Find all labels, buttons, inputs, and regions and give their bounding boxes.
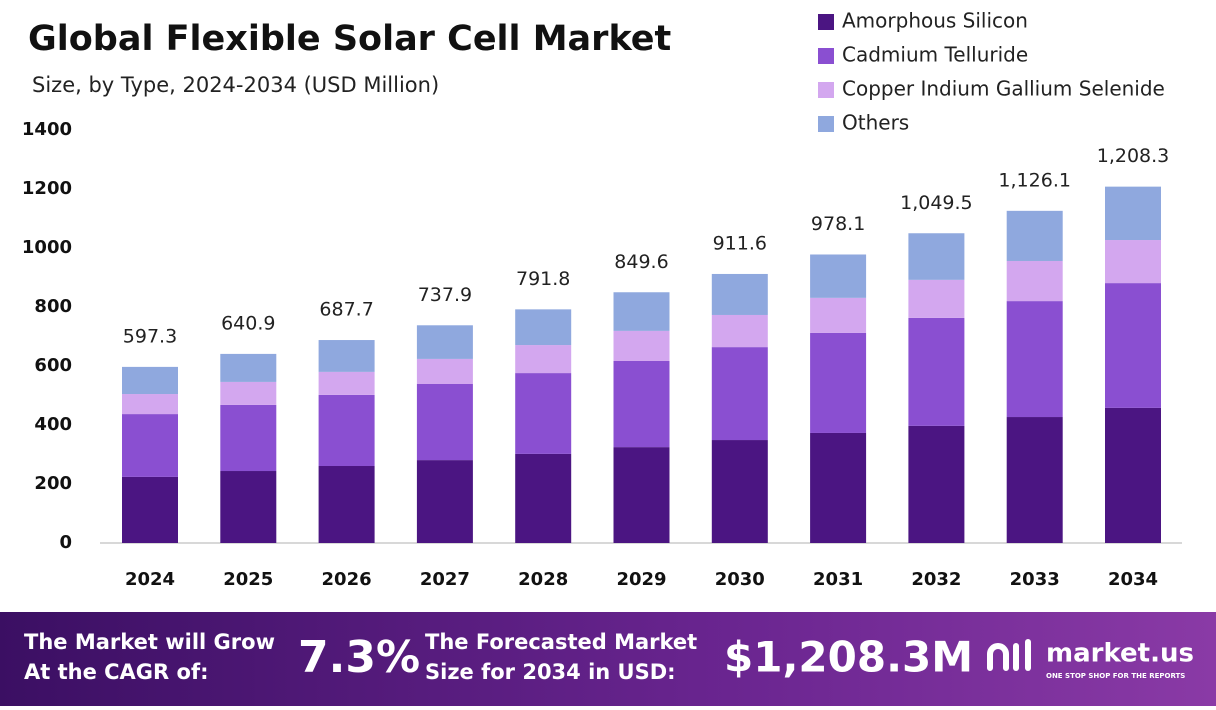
cagr-text: At the CAGR of:	[24, 660, 209, 684]
total-label: 1,126.1	[998, 169, 1071, 191]
legend-swatch	[818, 48, 834, 64]
legend: Amorphous Silicon Cadmium Telluride Copper…	[818, 9, 1165, 135]
bar-segment	[711, 347, 768, 441]
x-tick-label: 2033	[1010, 569, 1060, 590]
total-label: 687.7	[319, 299, 373, 321]
bar-segment	[318, 394, 375, 467]
bar-segment	[810, 297, 867, 333]
cagr-text: The Market will Grow	[24, 630, 275, 654]
brand: market.us	[1046, 639, 1194, 669]
brand-logo	[987, 639, 1031, 671]
legend-label: Copper Indium Gallium Selenide	[842, 77, 1165, 101]
bar-segment	[416, 383, 473, 461]
bar-segment	[122, 414, 178, 477]
bar-segment	[711, 273, 768, 315]
bar-segment	[1105, 240, 1161, 284]
bar-segment	[1006, 417, 1063, 543]
bar-segment	[1105, 186, 1161, 241]
bar-segment	[711, 314, 768, 348]
bar-segment	[220, 404, 277, 472]
total-label: 849.6	[614, 251, 668, 273]
tagline: ONE STOP SHOP FOR THE REPORTS	[1046, 672, 1185, 680]
bar-segment	[318, 371, 375, 395]
bar-segment	[416, 325, 473, 359]
bar-segment	[1105, 283, 1161, 408]
y-tick-label: 1000	[22, 237, 72, 258]
y-tick-label: 1200	[22, 178, 72, 199]
chart-subtitle: Size, by Type, 2024-2034 (USD Million)	[32, 73, 439, 97]
x-tick-label: 2034	[1108, 569, 1158, 590]
bar-segment	[122, 476, 178, 543]
bar-segment	[711, 440, 768, 543]
total-label: 737.9	[418, 284, 472, 306]
x-tick-label: 2031	[813, 569, 863, 590]
bar-segment	[613, 447, 670, 543]
total-label: 640.9	[221, 312, 275, 334]
bar-segment	[810, 254, 867, 298]
legend-label: Amorphous Silicon	[842, 9, 1028, 33]
total-label: 1,208.3	[1097, 145, 1170, 167]
bar-segment	[908, 279, 965, 318]
cagr-value: 7.3%	[298, 632, 420, 683]
forecast-text: The Forecasted Market	[425, 630, 697, 654]
bar-segment	[416, 460, 473, 543]
bar-segment	[613, 292, 670, 331]
y-tick-label: 400	[34, 414, 72, 435]
legend-swatch	[818, 116, 834, 132]
bar-segment	[220, 353, 277, 382]
legend-swatch	[818, 14, 834, 30]
bar-segment	[1006, 210, 1063, 261]
bar-segment	[613, 330, 670, 361]
bar-segment	[1006, 301, 1063, 418]
footer-banner	[0, 612, 1216, 706]
bar-segment	[515, 345, 572, 374]
y-tick-label: 0	[59, 532, 72, 553]
x-tick-label: 2026	[322, 569, 372, 590]
total-label: 978.1	[811, 213, 865, 235]
x-tick-label: 2027	[420, 569, 470, 590]
bar-segment	[810, 432, 867, 543]
x-tick-label: 2030	[715, 569, 765, 590]
x-tick-label: 2025	[223, 569, 273, 590]
y-tick-label: 1400	[22, 119, 72, 140]
y-tick-label: 600	[34, 355, 72, 376]
bar-segment	[1105, 407, 1161, 543]
bar-segment	[908, 317, 965, 426]
legend-label: Cadmium Telluride	[842, 43, 1028, 67]
bar-segment	[515, 373, 572, 454]
bar-segment	[122, 366, 178, 395]
legend-swatch	[818, 82, 834, 98]
bar-segment	[220, 381, 277, 405]
bar-segment	[318, 466, 375, 543]
y-tick-label: 800	[34, 296, 72, 317]
x-tick-label: 2028	[518, 569, 568, 590]
legend-label: Others	[842, 111, 909, 135]
total-label: 1,049.5	[900, 192, 973, 214]
total-label: 597.3	[123, 325, 177, 347]
bar-segment	[908, 233, 965, 280]
bar-segment	[908, 425, 965, 543]
bar-segment	[613, 360, 670, 448]
bar-segment	[220, 471, 277, 543]
chart-title: Global Flexible Solar Cell Market	[28, 19, 671, 59]
forecast-value: $1,208.3M	[724, 633, 973, 682]
bar-segment	[122, 394, 178, 415]
plot: 0 200 400 600 800 1000 1200 1400 2024 597.3 2025 64…	[22, 119, 1182, 590]
y-tick-label: 200	[34, 473, 72, 494]
bar-segment	[318, 340, 375, 372]
forecast-text: Size for 2034 in USD:	[425, 660, 676, 684]
x-tick-label: 2029	[616, 569, 666, 590]
x-tick-label: 2024	[125, 569, 175, 590]
bar-segment	[1006, 260, 1063, 302]
bar-segment	[515, 309, 572, 346]
total-label: 791.8	[516, 268, 570, 290]
total-label: 911.6	[713, 233, 767, 255]
bar-segment	[810, 332, 867, 433]
x-tick-label: 2032	[911, 569, 961, 590]
bar-segment	[515, 453, 572, 543]
bar-segment	[416, 358, 473, 384]
